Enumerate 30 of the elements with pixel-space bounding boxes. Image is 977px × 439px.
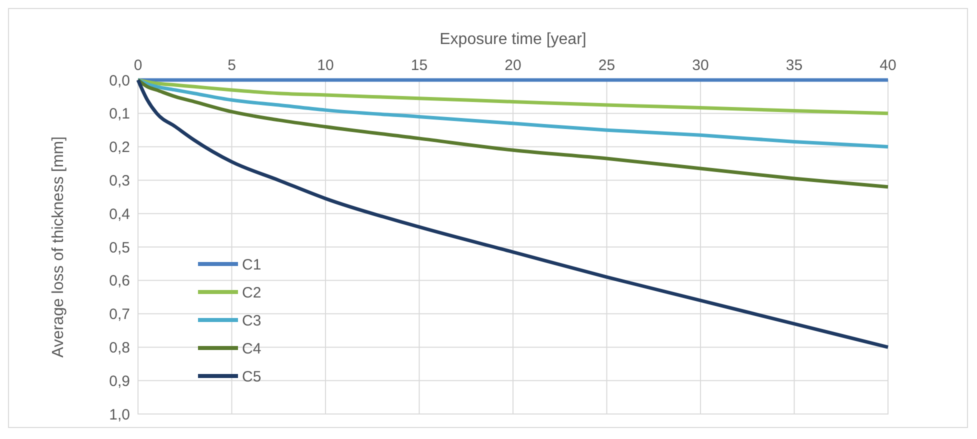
x-tick-label: 15: [410, 57, 428, 74]
x-tick-label: 40: [880, 57, 896, 74]
x-axis-title: Exposure time [year]: [440, 31, 586, 48]
y-tick-label: 0,2: [109, 139, 130, 156]
line-series: [136, 78, 890, 149]
x-tick-label: 5: [228, 57, 236, 74]
x-tick-label: 30: [692, 57, 709, 74]
y-tick-label: 0,8: [109, 339, 130, 356]
y-tick-label: 0,0: [109, 72, 130, 90]
x-tick-label: 25: [598, 57, 616, 74]
y-tick-label: 0,3: [109, 172, 130, 190]
legend-label: C5: [242, 368, 262, 386]
legend-label: C4: [242, 340, 262, 358]
line-series: [136, 78, 890, 116]
legend-label: C1: [242, 256, 262, 274]
legend-label: C2: [242, 284, 262, 302]
x-tick-label: 0: [134, 57, 142, 74]
y-tick-label: 0,5: [109, 239, 130, 256]
x-tick-label: 35: [786, 57, 803, 74]
line-series: [136, 78, 890, 189]
y-axis-title: Average loss of thickness [mm]: [50, 136, 67, 358]
y-tick-label: 0,7: [109, 306, 130, 324]
y-tick-label: 0,9: [109, 372, 130, 390]
x-tick-label: 20: [504, 57, 522, 74]
y-tick-label: 0,4: [109, 206, 130, 223]
x-tick-label: 10: [317, 57, 334, 74]
legend-label: C3: [242, 312, 262, 330]
y-tick-label: 0,6: [109, 272, 130, 290]
y-tick-label: 0,1: [109, 106, 130, 123]
y-tick-label: 1,0: [109, 406, 130, 424]
